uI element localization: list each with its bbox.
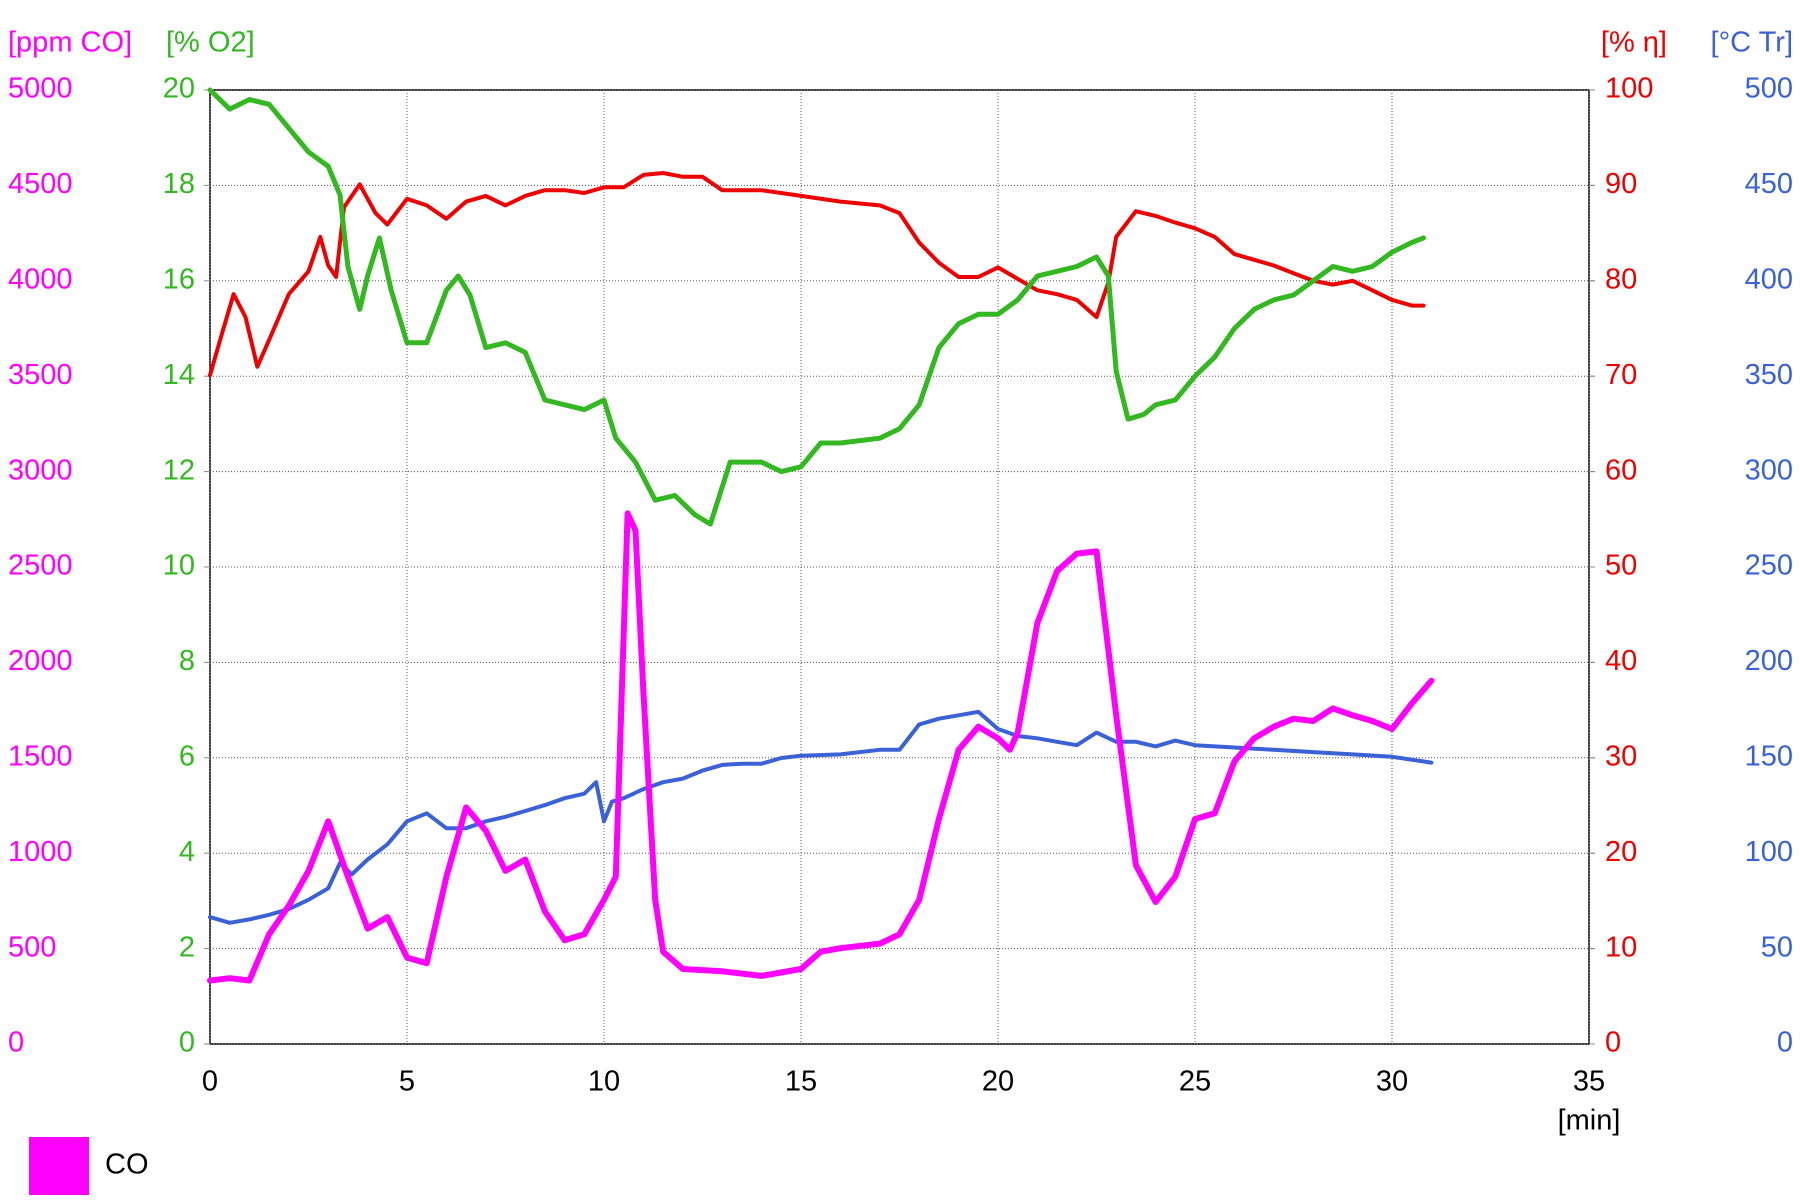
x-tick-label: 30 (1376, 1066, 1408, 1098)
data-line (207, 87, 1426, 527)
y-tick-label: 3000 (8, 454, 73, 486)
y-tick-label: 90 (1605, 168, 1637, 200)
y-tick-label: 10 (1605, 931, 1637, 963)
y-axis-label: [ppm CO] (8, 27, 132, 59)
y-tick-label: 300 (1745, 454, 1793, 486)
y-tick-label: 14 (163, 359, 195, 391)
y-tick-label: 450 (1745, 168, 1793, 200)
y-tick-label: 6 (179, 740, 195, 772)
y-tick-label: 2500 (8, 550, 73, 582)
y-tick-label: 100 (1605, 73, 1653, 105)
y-tick-label: 18 (163, 168, 195, 200)
y-tick-label: 60 (1605, 454, 1637, 486)
y-tick-label: 1000 (8, 836, 73, 868)
y-tick-label: 500 (1745, 73, 1793, 105)
y-tick-label: 4 (179, 836, 195, 868)
y-tick-label: 150 (1745, 740, 1793, 772)
y-tick-label: 12 (163, 454, 195, 486)
y-axis-label: [°C Tr] (1711, 27, 1793, 59)
legend-swatch (29, 1137, 89, 1195)
y-tick-label: 50 (1605, 550, 1637, 582)
x-tick-label: 0 (202, 1066, 218, 1098)
y-tick-label: 100 (1745, 836, 1793, 868)
y-tick-label: 0 (1777, 1027, 1793, 1059)
y-tick-label: 0 (179, 1027, 195, 1059)
y-tick-label: 0 (1605, 1027, 1621, 1059)
x-tick-label: 25 (1179, 1066, 1211, 1098)
y-tick-label: 10 (163, 550, 195, 582)
x-tick-label: 35 (1573, 1066, 1605, 1098)
data-line (207, 510, 1435, 984)
y-tick-label: 4500 (8, 168, 73, 200)
y-tick-label: 20 (163, 73, 195, 105)
y-tick-label: 16 (163, 263, 195, 295)
x-tick-label: 10 (588, 1066, 620, 1098)
y-tick-label: 40 (1605, 645, 1637, 677)
legend-label: CO (105, 1149, 149, 1181)
y-tick-label: 2 (179, 931, 195, 963)
x-axis-label: [min] (1558, 1105, 1621, 1137)
data-line (208, 171, 1426, 378)
x-tick-label: 5 (399, 1066, 415, 1098)
y-tick-label: 4000 (8, 263, 73, 295)
y-tick-label: 5000 (8, 73, 73, 105)
y-tick-label: 3500 (8, 359, 73, 391)
y-tick-label: 70 (1605, 359, 1637, 391)
y-axis-label: [% η] (1601, 27, 1667, 59)
x-tick-label: 20 (982, 1066, 1014, 1098)
y-tick-label: 50 (1761, 931, 1793, 963)
y-tick-label: 400 (1745, 263, 1793, 295)
y-tick-label: 8 (179, 645, 195, 677)
y-tick-label: 2000 (8, 645, 73, 677)
y-tick-label: 200 (1745, 645, 1793, 677)
y-tick-label: 80 (1605, 263, 1637, 295)
y-tick-label: 0 (8, 1027, 24, 1059)
y-tick-label: 350 (1745, 359, 1793, 391)
y-tick-label: 1500 (8, 740, 73, 772)
y-tick-label: 30 (1605, 740, 1637, 772)
data-line (208, 709, 1434, 925)
x-tick-label: 15 (785, 1066, 817, 1098)
y-tick-label: 20 (1605, 836, 1637, 868)
y-tick-label: 250 (1745, 550, 1793, 582)
y-tick-label: 500 (8, 931, 56, 963)
y-axis-label: [% O2] (166, 27, 255, 59)
